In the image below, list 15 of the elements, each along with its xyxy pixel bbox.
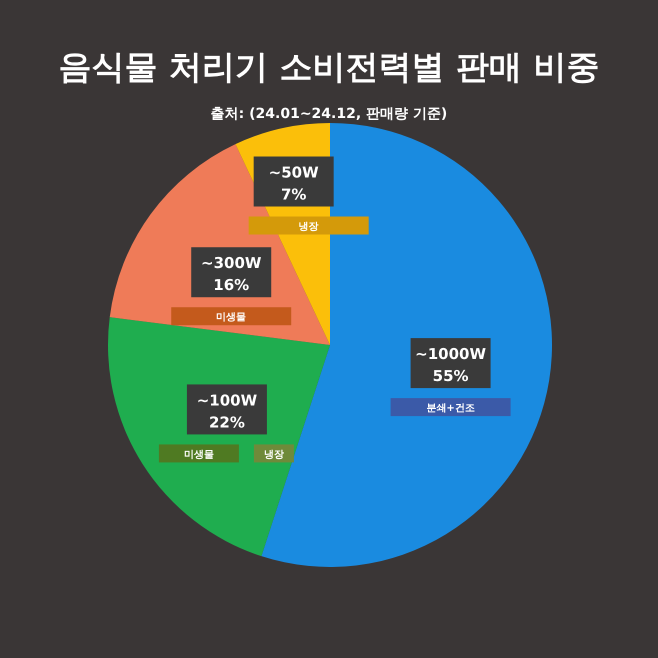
annotation: 분쇄+건조 <box>390 398 511 416</box>
data-label: 7% <box>280 186 306 204</box>
slice-label: ~100W <box>196 391 258 410</box>
annotation: 미생물 <box>171 307 292 326</box>
chart-subtitle: 출처: (24.01~24.12, 판매량 기준) <box>210 106 448 122</box>
annotation: 냉장 <box>254 444 294 462</box>
annotation: 미생물 <box>158 444 239 462</box>
slice-label: ~1000W <box>415 345 486 364</box>
slice-label: ~50W <box>268 164 320 182</box>
data-label: 55% <box>432 367 469 386</box>
data-label: 22% <box>208 413 245 432</box>
chart-title: 음식물 처리기 소비전력별 판매 비중 <box>58 47 600 86</box>
data-label: 16% <box>213 276 250 294</box>
slice-label: ~300W <box>201 254 262 272</box>
annotation: 냉장 <box>248 216 369 234</box>
